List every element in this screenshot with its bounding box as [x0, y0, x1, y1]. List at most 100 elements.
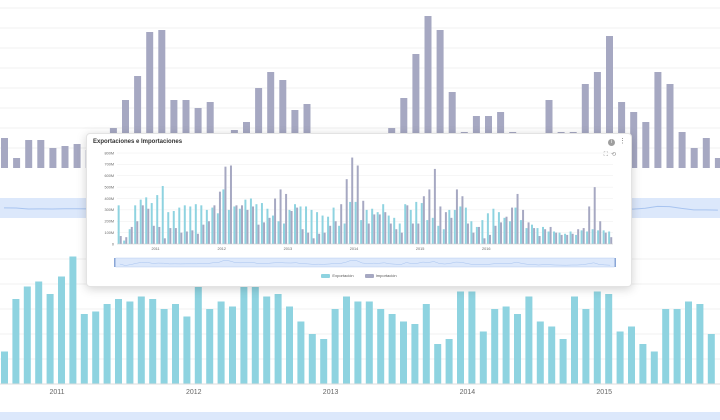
- bg-import-bar: [678, 132, 686, 168]
- export-bar: [475, 226, 478, 244]
- import-bar: [163, 238, 166, 244]
- import-bar: [472, 232, 475, 244]
- bg-export-bar: [582, 309, 590, 384]
- export-bar: [398, 223, 401, 244]
- import-bar: [191, 230, 194, 244]
- bg-import-bar: [25, 140, 33, 168]
- bg-year-label: 2012: [186, 389, 202, 396]
- import-bar: [500, 222, 503, 244]
- import-bar: [395, 229, 398, 244]
- import-bar: [235, 205, 238, 244]
- export-bar: [464, 207, 467, 244]
- export-bar: [415, 201, 418, 244]
- legend-item-exports[interactable]: Exportación: [321, 273, 354, 278]
- import-bar: [185, 231, 188, 244]
- bg-export-bar: [411, 324, 419, 384]
- bg-import-bar: [73, 144, 81, 168]
- export-bar: [409, 209, 412, 244]
- import-bar: [439, 206, 442, 244]
- background-exports-chart: 2011 2012 2013 2014 2015: [0, 256, 720, 420]
- bg-export-bar: [639, 344, 647, 384]
- export-bar: [393, 217, 396, 244]
- import-bar: [555, 232, 558, 244]
- import-bar: [318, 233, 321, 244]
- bg-export-bar: [308, 334, 316, 384]
- bg-import-bar: [690, 148, 698, 168]
- bg-export-bar: [662, 309, 670, 384]
- import-bar: [593, 187, 596, 244]
- import-bar: [367, 223, 370, 244]
- import-bar: [516, 193, 519, 244]
- import-bar: [218, 191, 221, 244]
- export-bar: [497, 212, 500, 244]
- export-bar: [481, 220, 484, 244]
- export-bar: [376, 212, 379, 244]
- bg-export-bar: [365, 301, 373, 384]
- legend-swatch-imports: [364, 273, 374, 278]
- import-bar: [373, 214, 376, 244]
- bg-export-bar: [400, 321, 407, 384]
- bg-range-slider: [0, 412, 720, 420]
- bg-export-bar: [194, 264, 202, 384]
- import-bar: [158, 226, 161, 244]
- export-bar: [178, 207, 181, 244]
- bg-export-bar: [126, 301, 134, 384]
- export-bar: [431, 217, 434, 244]
- import-bar: [527, 222, 530, 244]
- export-bar: [525, 228, 528, 244]
- bg-import-bar: [267, 72, 275, 168]
- bg-export-bar: [605, 294, 613, 384]
- import-bar: [130, 226, 133, 244]
- export-bar: [558, 232, 561, 244]
- import-bar: [307, 232, 310, 244]
- export-bar: [503, 217, 506, 244]
- bg-import-bar: [666, 84, 674, 168]
- export-bar: [536, 228, 539, 244]
- import-bar: [268, 217, 271, 244]
- export-bar: [519, 220, 522, 244]
- export-bar: [530, 224, 533, 244]
- bg-import-bar: [642, 122, 650, 168]
- import-bar: [224, 166, 227, 244]
- export-bar: [211, 207, 214, 244]
- bg-export-bar: [525, 296, 533, 384]
- export-bar: [189, 206, 192, 244]
- more-vertical-icon[interactable]: ⋮: [619, 138, 626, 145]
- export-bar: [172, 211, 175, 244]
- import-bar: [400, 232, 403, 244]
- x-tick-label: 2012: [217, 247, 225, 251]
- info-icon[interactable]: i: [608, 139, 615, 146]
- export-bar: [117, 205, 120, 244]
- export-bar: [183, 205, 186, 244]
- import-bar: [411, 223, 414, 244]
- export-bar: [294, 204, 297, 244]
- y-tick-label: 400M: [105, 197, 115, 201]
- bg-export-bar: [35, 281, 43, 384]
- import-bar: [345, 179, 348, 244]
- export-bar: [238, 208, 241, 244]
- bg-export-bar: [274, 294, 282, 384]
- restore-zoom-icon[interactable]: ⟲: [610, 152, 619, 158]
- import-bar: [196, 233, 199, 244]
- export-bar: [260, 203, 263, 244]
- export-bar: [448, 209, 451, 244]
- import-bar: [489, 234, 491, 244]
- bg-export-bar: [593, 291, 601, 384]
- import-bar: [582, 228, 585, 244]
- bg-year-label: 2013: [323, 389, 339, 396]
- import-bar: [119, 236, 122, 244]
- legend-label-exports: Exportación: [332, 273, 354, 278]
- bg-import-bar: [279, 80, 287, 168]
- zoom-area-icon[interactable]: ⛶: [603, 152, 611, 158]
- legend-swatch-exports: [321, 273, 331, 278]
- bg-import-bar: [158, 30, 166, 168]
- import-bar: [329, 225, 332, 244]
- bg-export-bar: [514, 314, 521, 384]
- bg-import-bar: [606, 36, 613, 168]
- export-bar: [453, 209, 456, 244]
- export-bar: [266, 208, 269, 244]
- legend-item-imports[interactable]: Importación: [364, 273, 397, 278]
- import-bar: [252, 206, 255, 244]
- bg-export-bar: [343, 296, 350, 384]
- import-bar: [422, 196, 425, 244]
